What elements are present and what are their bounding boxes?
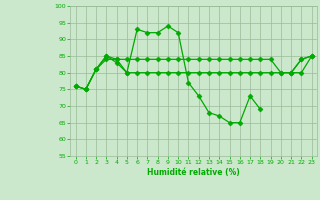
X-axis label: Humidité relative (%): Humidité relative (%) [147, 168, 240, 177]
